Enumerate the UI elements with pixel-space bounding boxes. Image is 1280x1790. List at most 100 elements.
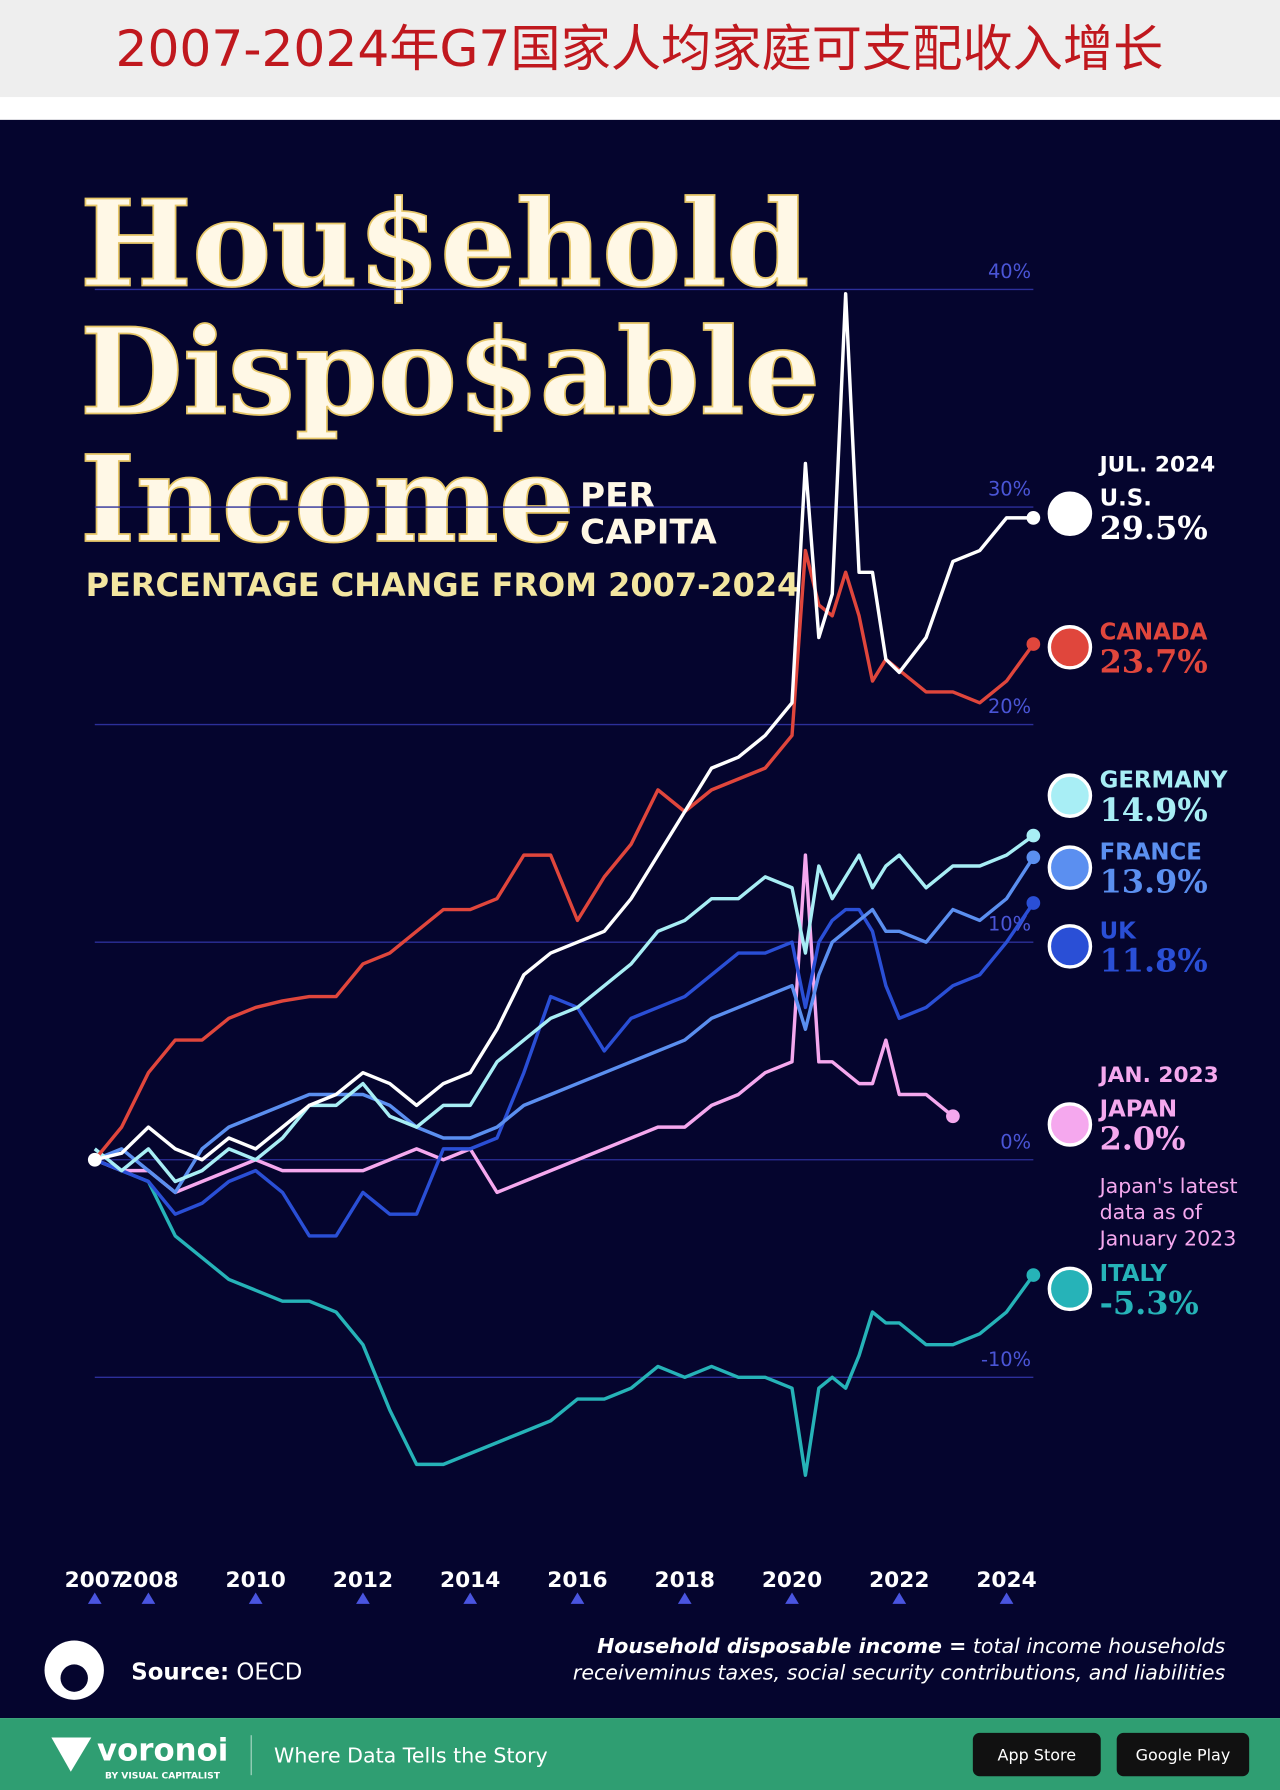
value-label: 11.8% bbox=[1100, 941, 1208, 979]
brand: voronoi bbox=[97, 1732, 228, 1768]
x-tick-label: 2008 bbox=[118, 1568, 178, 1593]
value-label: 2.0% bbox=[1100, 1120, 1186, 1158]
flag-badge bbox=[1047, 491, 1093, 536]
x-tick-label: 2007 bbox=[65, 1568, 125, 1593]
x-tick-label: 2018 bbox=[655, 1568, 715, 1593]
source-name: OECD bbox=[236, 1659, 302, 1685]
value-label: -5.3% bbox=[1100, 1284, 1199, 1322]
x-tick-label: 2020 bbox=[762, 1568, 822, 1593]
app-store-button[interactable] bbox=[972, 1732, 1101, 1777]
header-band bbox=[0, 0, 1280, 98]
x-tick-mark bbox=[999, 1592, 1014, 1604]
x-tick-mark bbox=[677, 1592, 692, 1604]
subtitle: PERCENTAGE CHANGE FROM 2007-2024 bbox=[86, 566, 800, 604]
flag-badge bbox=[1047, 625, 1093, 670]
end-point bbox=[946, 1109, 960, 1124]
header-title: 2007-2024年G7国家人均家庭可支配收入增长 bbox=[116, 19, 1164, 78]
grid: -10% 0% 10% 20% 30% 40% bbox=[94, 260, 1034, 1379]
x-tick-label: 2016 bbox=[547, 1568, 607, 1593]
value-label: 14.9% bbox=[1100, 791, 1208, 829]
title-line: Hou$ehold bbox=[80, 175, 810, 314]
series-line bbox=[93, 834, 1035, 1184]
flag-badge bbox=[1047, 773, 1093, 818]
button-label[interactable]: Google Play bbox=[1136, 1745, 1231, 1764]
source-block: Source: OECD bbox=[44, 1640, 302, 1700]
flag-badge bbox=[1047, 845, 1093, 890]
series-note: Japan's latest bbox=[1098, 1174, 1238, 1198]
y-tick-label: -10% bbox=[981, 1348, 1031, 1371]
x-tick-mark bbox=[356, 1592, 370, 1604]
definition-line: receiveminus taxes, social security cont… bbox=[573, 1660, 1226, 1684]
series-name: GERMANY bbox=[1100, 768, 1228, 794]
series-name: U.S. bbox=[1100, 486, 1152, 512]
x-tick-label: 2010 bbox=[225, 1568, 285, 1593]
value-label: 13.9% bbox=[1100, 863, 1208, 901]
x-tick-label: 2012 bbox=[333, 1568, 393, 1593]
x-tick-mark bbox=[892, 1592, 907, 1604]
chart-background bbox=[0, 119, 1280, 1719]
value-label: 29.5% bbox=[1100, 509, 1208, 547]
end-point bbox=[1026, 511, 1041, 525]
y-tick-label: 30% bbox=[988, 478, 1031, 501]
end-point bbox=[1026, 1268, 1041, 1282]
end-point bbox=[1026, 828, 1041, 843]
x-tick-mark bbox=[248, 1592, 263, 1604]
date-label: JUL. 2024 bbox=[1098, 452, 1216, 477]
series-line bbox=[94, 902, 1035, 1238]
definition-line: Household disposable income = total inco… bbox=[597, 1634, 1225, 1658]
series-name: UK bbox=[1100, 918, 1138, 944]
x-tick-mark bbox=[463, 1592, 478, 1604]
button-label[interactable]: App Store bbox=[998, 1745, 1076, 1764]
source: Source: OECD bbox=[131, 1659, 302, 1685]
x-tick-mark bbox=[785, 1592, 799, 1604]
title-suffix: CAPITA bbox=[580, 512, 717, 552]
series-name: ITALY bbox=[1100, 1261, 1168, 1287]
series-line bbox=[94, 856, 1035, 1195]
series-note: January 2023 bbox=[1098, 1226, 1237, 1250]
definition: Household disposable income = total inco… bbox=[573, 1634, 1226, 1684]
series-name: JAPAN bbox=[1098, 1096, 1178, 1122]
definition-text: total income households bbox=[973, 1634, 1226, 1658]
tagline: Where Data Tells the Story bbox=[274, 1744, 548, 1768]
series-note: data as of bbox=[1100, 1200, 1203, 1224]
x-tick-label: 2022 bbox=[869, 1568, 929, 1593]
x-tick-label: 2014 bbox=[440, 1568, 500, 1593]
flag-badge bbox=[1047, 924, 1093, 969]
title-line: Dispo$able bbox=[80, 303, 820, 442]
title-block: Hou$ehold Dispo$able Income bbox=[79, 175, 821, 571]
series-line bbox=[94, 292, 1034, 1162]
value-label: 23.7% bbox=[1100, 642, 1208, 680]
start-point bbox=[87, 1152, 102, 1167]
source-label: Source: bbox=[131, 1659, 229, 1685]
x-tick-mark bbox=[87, 1592, 102, 1604]
y-tick-label: 10% bbox=[988, 913, 1031, 936]
x-tick-label: 2024 bbox=[976, 1568, 1036, 1593]
end-point bbox=[1026, 896, 1041, 910]
x-tick-mark bbox=[570, 1592, 585, 1604]
google-play-button[interactable] bbox=[1116, 1732, 1250, 1777]
flag-badge bbox=[1047, 1266, 1093, 1312]
date-label: JAN. 2023 bbox=[1098, 1063, 1219, 1088]
y-tick-label: 0% bbox=[1000, 1130, 1031, 1153]
end-point bbox=[1026, 637, 1041, 651]
series-line bbox=[93, 548, 1035, 1161]
series-line bbox=[94, 1158, 1035, 1477]
brand-logo bbox=[51, 1737, 92, 1772]
plot bbox=[87, 292, 1041, 1477]
x-tick-mark bbox=[141, 1592, 156, 1604]
end-point bbox=[1026, 850, 1041, 865]
definition-term: Household disposable income = bbox=[597, 1634, 966, 1658]
title-suffix: PER bbox=[580, 476, 655, 516]
brand-sub: BY VISUAL CAPITALIST bbox=[105, 1772, 221, 1782]
y-tick-label: 40% bbox=[988, 260, 1031, 283]
source-icon bbox=[60, 1664, 88, 1692]
title-line: Income bbox=[80, 431, 575, 570]
y-tick-label: 20% bbox=[988, 695, 1031, 718]
flag-badge bbox=[1047, 1102, 1093, 1147]
series-name: CANADA bbox=[1100, 619, 1208, 645]
series-name: FRANCE bbox=[1100, 840, 1202, 866]
